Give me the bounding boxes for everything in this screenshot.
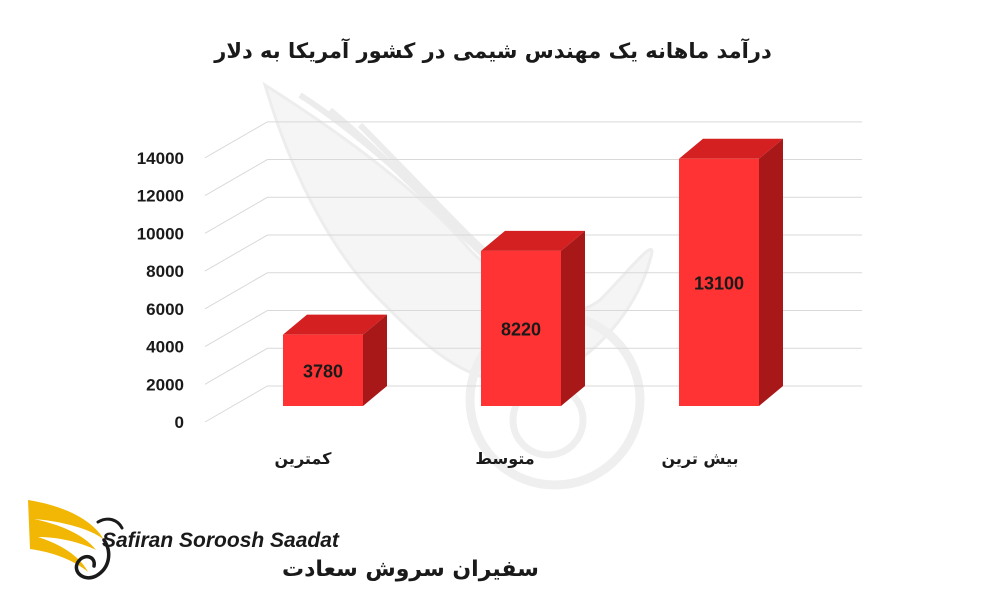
x-category-label: بیش ترین [661, 449, 738, 468]
bar-data-label: 3780 [303, 361, 343, 381]
bar-top-face [481, 230, 585, 251]
gridline [204, 272, 862, 310]
gridline [204, 196, 862, 234]
y-tick-label: 4000 [146, 338, 184, 357]
gridline [204, 159, 862, 196]
bar-front-face [481, 250, 561, 406]
gridline [204, 347, 862, 385]
wing-watermark-icon [262, 81, 654, 490]
x-category-label: کمترین [275, 449, 333, 468]
bar: 3780 [283, 314, 387, 406]
x-category-label: متوسط [475, 449, 534, 468]
brand-logo: Safiran Soroosh Saadat سفیران سروش سعادت [28, 500, 539, 582]
bar-side-face [561, 230, 585, 406]
y-tick-label: 14000 [137, 149, 184, 168]
bar-front-face [679, 158, 759, 406]
y-tick-label: 12000 [137, 187, 184, 206]
y-tick-label: 2000 [146, 375, 184, 394]
gridline [204, 385, 862, 423]
bar-front-face [283, 334, 363, 406]
y-tick-label: 8000 [146, 262, 184, 281]
gridlines [204, 121, 862, 423]
bar-side-face [363, 314, 387, 406]
bar: 13100 [679, 138, 783, 407]
bar-side-face [759, 138, 783, 407]
bar-data-label: 8220 [501, 319, 541, 339]
bars: 3780 8220 13100 [283, 138, 783, 407]
gridline [204, 234, 862, 272]
y-tick-label: 10000 [137, 224, 184, 243]
chart-title: درآمد ماهانه یک مهندس شیمی در کشور آمریک… [213, 38, 772, 63]
y-tick-label: 0 [175, 413, 184, 432]
bar-data-label: 13100 [694, 273, 744, 293]
bar-top-face [283, 314, 387, 335]
y-axis: 0 2000 4000 6000 8000 10000 12000 14000 [137, 149, 184, 432]
brand-name-fa: سفیران سروش سعادت [282, 557, 539, 582]
brand-name-en: Safiran Soroosh Saadat [102, 529, 340, 552]
golden-wing-icon [28, 500, 124, 580]
gridline [204, 310, 862, 347]
y-tick-label: 6000 [146, 300, 184, 319]
bar-top-face [679, 138, 783, 159]
gridline [204, 121, 862, 159]
x-axis: کمترین متوسط بیش ترین [275, 449, 739, 468]
bar: 8220 [481, 230, 585, 406]
